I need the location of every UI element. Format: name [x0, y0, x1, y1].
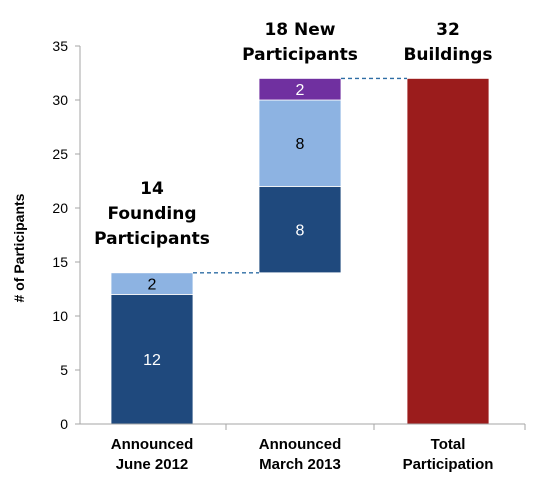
y-tick-label: 15: [52, 254, 68, 270]
y-tick-label: 30: [52, 92, 68, 108]
x-category-label-3: Total Participation: [403, 436, 494, 473]
bar-1-segment-2-value: 2: [148, 277, 157, 294]
y-tick-label: 35: [52, 38, 68, 54]
y-tick-label: 10: [52, 308, 68, 324]
y-axis-title: # of Participants: [11, 193, 27, 302]
bars-group: 12 2 8 8 2: [110, 78, 490, 425]
x-category-label-2: Announced March 2013: [259, 436, 342, 473]
y-tick-label: 25: [52, 146, 68, 162]
bar-3-segment-1: [406, 78, 490, 425]
connectors-group: [193, 77, 407, 274]
bar-2-segment-2: [258, 99, 342, 187]
annotations-group: 14 Founding Participants 18 New Participants…: [94, 20, 492, 249]
y-tick-label: 20: [52, 200, 68, 216]
bar-1-segment-1: [110, 293, 194, 425]
bar-1-segment-1-value: 12: [143, 352, 161, 369]
bar-1-segment-2: [110, 272, 194, 295]
annotation-bar-1: 14 Founding Participants: [94, 179, 210, 249]
bar-2-segment-3-value: 2: [296, 82, 305, 99]
y-tick-label: 5: [60, 362, 68, 378]
y-tick-label: 0: [60, 416, 68, 432]
bar-2-segment-2-value: 8: [296, 136, 305, 153]
bar-2-segment-3: [258, 78, 342, 101]
annotation-bar-3: 32 Buildings: [403, 20, 492, 65]
annotation-bar-2: 18 New Participants: [242, 20, 358, 65]
x-category-label-1: Announced June 2012: [111, 436, 194, 473]
bar-2-segment-1-value: 8: [296, 223, 305, 240]
axes-group: 0 5 10 15 20 25 30 35 Announced June 2012 Announce…: [52, 38, 526, 473]
